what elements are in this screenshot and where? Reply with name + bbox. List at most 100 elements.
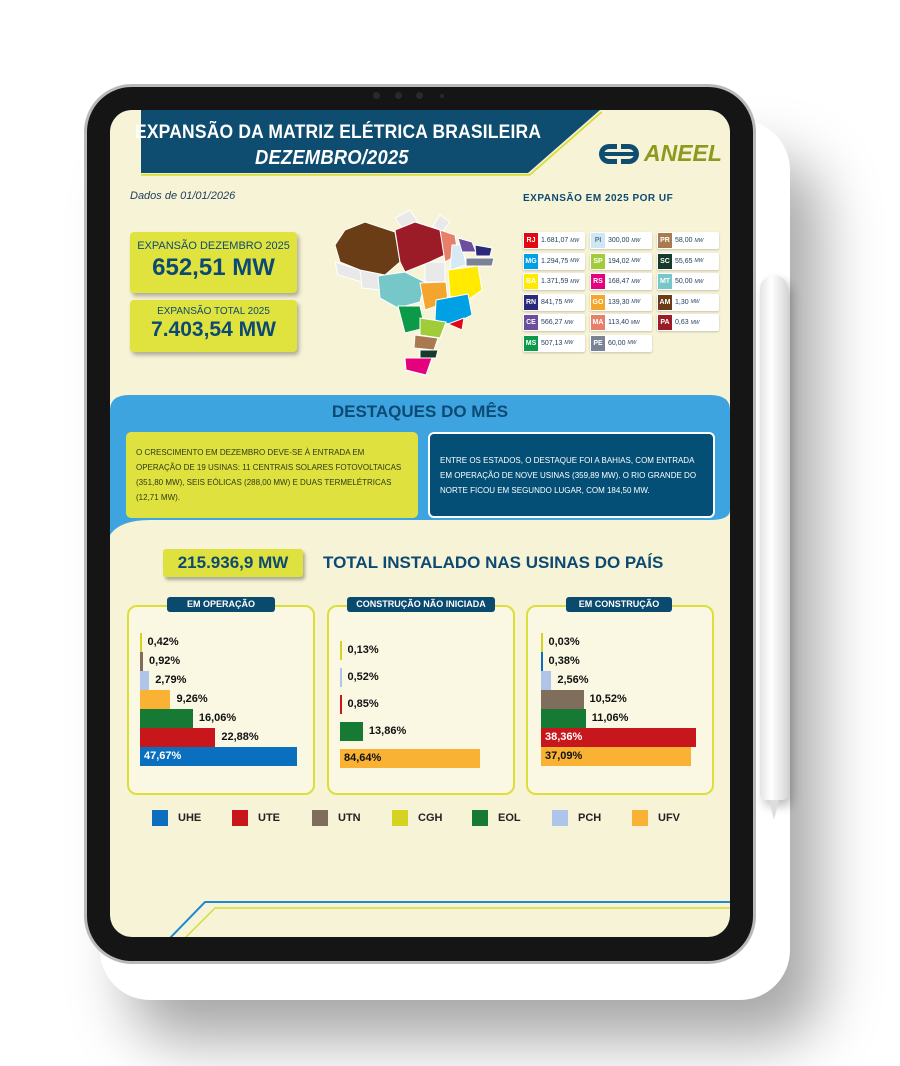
map-state-rj [446,317,465,331]
uf-value: 60,00 [608,339,626,347]
bar-label: 84,64% [344,752,382,764]
uf-badge: MT [658,274,672,289]
infographic-screen: EXPANSÃO DA MATRIZ ELÉTRICA BRASILEIRA D… [110,110,730,937]
uf-value: 55,65 [675,257,693,265]
uf-badge: RN [524,294,538,310]
bar-eol [541,709,586,728]
map-state-pr [413,334,439,351]
legend-swatch [312,810,328,826]
legend-item-ufv: UFV [632,810,680,826]
sensor-icon [395,92,402,99]
chart-legend: UHE UTE UTN CGH EOL PCH UFV [152,810,712,826]
chart-title: EM CONSTRUÇÃO [566,597,672,612]
aneel-logo-text: ANEEL [644,140,722,166]
uf-badge: BA [524,274,538,289]
bar-cgh [541,633,543,652]
legend-label: UHE [178,812,202,824]
bar-label: 0,03% [548,636,580,648]
uf-item-pe: PE 60,00 MW [590,334,652,352]
highlight-right-text: ENTRE OS ESTADOS, O DESTAQUE FOI A BAHIA… [440,455,697,495]
map-state-pe [465,257,495,267]
map-state-sp [419,317,447,339]
kpi-value: 652,51 MW [152,254,275,281]
uf-badge: AM [658,294,672,310]
brazil-map [334,209,495,376]
uf-value: 507,13 [541,339,563,347]
kpi-value: 7.403,54 MW [151,318,276,341]
bar-uhe [541,652,543,671]
bar-cgh [340,641,342,660]
uf-unit: MW [564,299,574,305]
legend-swatch [552,810,568,826]
legend-item-uhe: UHE [152,810,201,826]
bar-label: 0,38% [548,655,580,667]
bar-cgh [140,633,142,652]
uf-value: 1.294,75 [541,257,569,265]
uf-unit: MW [570,258,580,264]
uf-value: 113,40 [608,319,629,326]
uf-unit: MW [694,258,704,264]
uf-badge: SC [658,253,672,269]
uf-unit: MW [627,340,637,346]
bar-label: 0,13% [347,644,379,656]
bar-ufv [541,747,691,766]
highlight-left: O CRESCIMENTO EM DEZEMBRO DEVE-SE À ENTR… [126,432,418,518]
uf-unit: MW [564,319,574,326]
uf-item-sc: SC 55,65 MW [657,252,719,270]
map-state-to [424,261,446,283]
uf-badge: PA [658,315,672,330]
aneel-logo-icon [599,143,639,164]
bar-label: 10,52% [589,693,627,705]
bar-label: 13,86% [368,725,407,737]
uf-badge: PR [658,233,672,248]
map-state-mg [434,293,473,326]
kpi-december: EXPANSÃO DEZEMBRO 2025 652,51 MW [130,232,297,293]
uf-value: 566,27 [541,319,563,326]
legend-swatch [392,810,408,826]
uf-section-title: EXPANSÃO EM 2025 POR UF [523,193,674,204]
bar-ute [140,728,216,747]
uf-item-mt: MT 50,00 MW [657,273,719,290]
uf-badge: MG [524,253,538,269]
uf-item-mg: MG 1.294,75 MW [523,252,585,270]
legend-label: CGH [418,812,443,824]
footer-decoration [169,901,730,937]
bar-ute [541,728,696,747]
legend-label: UTE [258,812,280,824]
uf-item-sp: SP 194,02 MW [590,252,652,270]
uf-value: 50,00 [675,278,693,285]
bar-pch [140,671,150,690]
uf-item-rj: RJ 1.681,07 MW [523,232,585,249]
bar-label: 2,56% [557,674,589,686]
bar-label: 0,42% [147,636,179,648]
bar-utn [541,690,584,709]
uf-value: 1.681,07 [541,237,569,244]
uf-item-rs: RS 168,47 MW [590,273,652,290]
uf-unit: MW [631,237,641,244]
chart-title: EM OPERAÇÃO [167,597,275,612]
legend-item-cgh: CGH [392,810,442,826]
total-installed-label: TOTAL INSTALADO NAS USINAS DO PAÍS [323,553,664,572]
legend-label: EOL [498,812,521,824]
bar-label: 0,52% [347,671,379,683]
uf-badge: GO [591,294,605,310]
bar-eol [140,709,193,728]
uf-value: 58,00 [675,237,693,244]
highlight-right: ENTRE OS ESTADOS, O DESTAQUE FOI A BAHIA… [428,432,715,518]
uf-value: 194,02 [608,257,630,265]
bar-label: 0,85% [347,698,379,710]
bar-ufv [340,749,480,768]
uf-unit: MW [694,278,704,285]
legend-swatch [632,810,648,826]
bar-pch [541,671,552,690]
map-state-rn [474,244,493,257]
bar-label: 22,88% [221,731,259,743]
uf-item-pa: PA 0,63 MW [657,314,719,331]
kpi-total: EXPANSÃO TOTAL 2025 7.403,54 MW [130,300,297,352]
bar-utn [140,652,144,671]
bar-ute [340,695,342,714]
uf-unit: MW [630,319,640,326]
legend-item-utn: UTN [312,810,361,826]
highlights-title: DESTAQUES DO MÊS [331,402,509,421]
uf-badge: RS [591,274,605,289]
